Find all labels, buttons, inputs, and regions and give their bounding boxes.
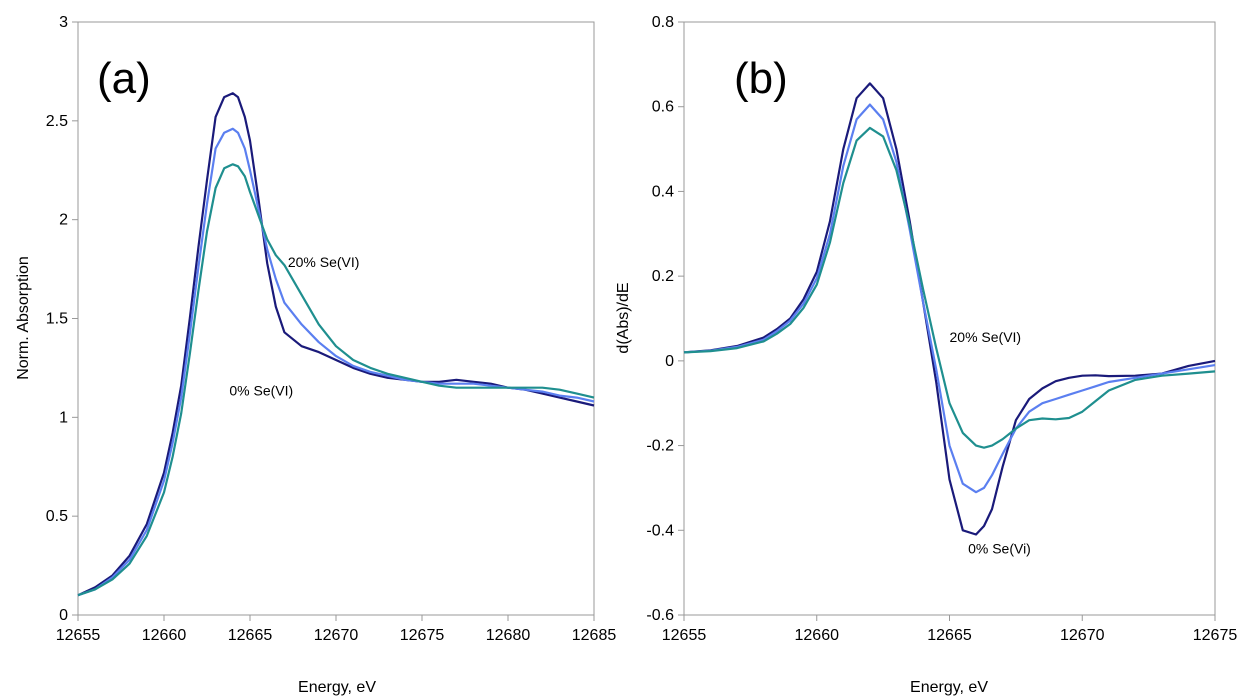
panel-a-x-ticks: 12655 12660 12665 12670 12675 12680 12685 [56,615,617,644]
x-tick-label: 12665 [927,627,972,644]
panel-b-y-axis-label: d(Abs)/dE [615,282,632,353]
panel-a-label: (a) [97,54,151,103]
panel-a-y-ticks: 0 0.5 1 1.5 2 2.5 3 [46,14,78,624]
x-tick-label: 12670 [314,627,359,644]
panel-b-plot-area [683,21,1216,616]
x-tick-label: 12660 [795,627,840,644]
y-tick-label: 1 [59,409,68,426]
panel-b: -0.6 -0.4 -0.2 0 0.2 0.4 0.6 0.8 12655 12660 1266… [615,14,1237,696]
panel-a-y-axis-label: Norm. Absorption [15,256,32,380]
y-tick-label: 0.4 [652,183,674,200]
y-tick-label: 0 [59,607,68,624]
panel-a-annotations: 20% Se(VI) 0% Se(VI) [229,254,359,398]
annotation-label: 20% Se(VI) [950,329,1022,345]
annotation-label: 0% Se(VI) [229,383,293,399]
panel-b-label: (b) [734,54,788,103]
x-tick-label: 12685 [572,627,617,644]
x-tick-label: 12675 [400,627,445,644]
annotation-label: 20% Se(VI) [288,254,360,270]
series-line-1 [683,82,1216,536]
y-tick-label: 0.6 [652,99,674,116]
panel-b-annotations: 20% Se(VI) 0% Se(Vi) [950,329,1031,557]
x-tick-label: 12670 [1060,627,1105,644]
x-tick-label: 12655 [56,627,101,644]
x-tick-label: 12680 [486,627,531,644]
y-tick-label: -0.2 [646,438,674,455]
panel-a-plot-area [77,21,595,616]
y-tick-label: 0 [665,353,674,370]
y-tick-label: -0.6 [646,607,674,624]
y-tick-label: -0.4 [646,522,674,539]
x-tick-label: 12660 [142,627,187,644]
series-line-1 [77,92,595,597]
y-tick-label: 2 [59,212,68,229]
y-tick-label: 0.5 [46,508,68,525]
y-tick-label: 0.8 [652,14,674,31]
panel-b-y-ticks: -0.6 -0.4 -0.2 0 0.2 0.4 0.6 0.8 [646,14,684,624]
series-line-3 [683,126,1216,449]
annotation-label: 0% Se(Vi) [968,541,1031,557]
series-line-2 [683,103,1216,494]
series-line-2 [77,127,595,597]
x-tick-label: 12675 [1193,627,1238,644]
panel-a-series [77,92,595,597]
x-tick-label: 12655 [662,627,707,644]
x-tick-label: 12665 [228,627,273,644]
panel-a: 00.511.522.53 12655 12660 12665 12670 12675 1… [15,14,616,696]
panel-b-x-axis-label: Energy, eV [910,679,988,696]
panel-b-x-ticks: 12655 12660 12665 12670 12675 [662,615,1238,644]
series-line-3 [77,163,595,597]
y-tick-label: 1.5 [46,311,68,328]
panel-b-series [683,82,1216,536]
y-tick-label: 2.5 [46,113,68,130]
y-tick-label: 3 [59,14,68,31]
panel-a-x-axis-label: Energy, eV [298,679,376,696]
y-tick-label: 0.2 [652,268,674,285]
